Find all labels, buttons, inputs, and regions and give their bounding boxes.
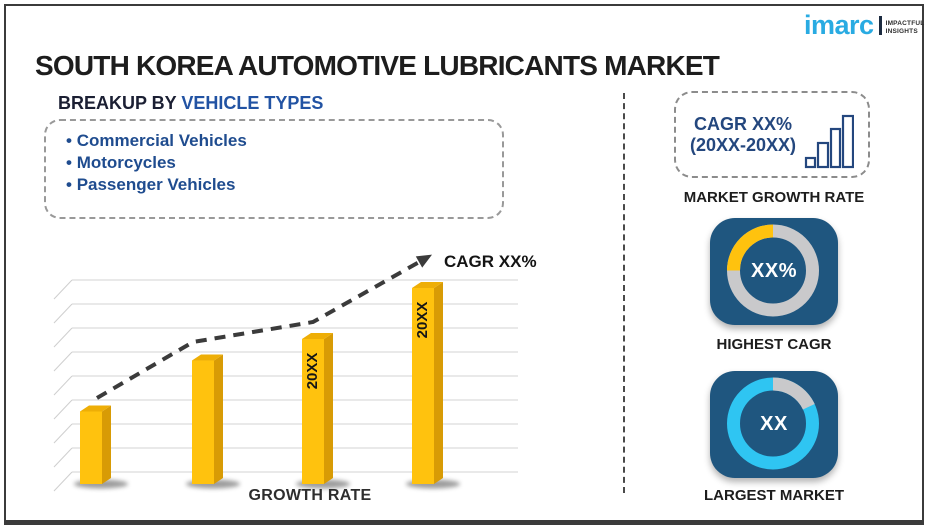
imarc-wordmark: imarc — [804, 10, 874, 40]
highest-cagr-value: XX% — [751, 260, 797, 282]
growth-bars-icon — [804, 114, 855, 168]
cagr-period-line1: CAGR XX% — [694, 113, 793, 134]
logo-tagline: IMPACTFUL INSIGHTS — [885, 20, 925, 35]
highest-cagr-donut — [727, 224, 819, 317]
cagr-period-text: CAGR XX% (20XX-20XX) — [690, 114, 796, 156]
vehicle-types-box: Commercial VehiclesMotorcyclesPassenger … — [44, 119, 504, 219]
imarc-logo: imarc IMPACTFUL INSIGHTS — [804, 10, 925, 40]
page-title: SOUTH KOREA AUTOMOTIVE LUBRICANTS MARKET — [35, 50, 720, 81]
breakup-highlight: VEHICLE TYPES — [181, 93, 324, 113]
cagr-period-line2: (20XX-20XX) — [690, 134, 797, 155]
cagr-trend-label: CAGR XX% — [444, 252, 537, 271]
breakup-header: BREAKUP BY VEHICLE TYPES — [58, 93, 323, 114]
largest-market-tile: XX — [710, 371, 838, 478]
logo-divider — [878, 16, 882, 35]
largest-market-label: LARGEST MARKET — [704, 487, 844, 504]
highest-cagr-tile: XX% — [710, 218, 838, 325]
breakup-prefix: BREAKUP BY — [58, 93, 182, 113]
vehicle-type-item: Passenger Vehicles — [66, 174, 502, 196]
growth-bar-chart: 20XX 20XX — [53, 254, 518, 492]
cagr-period-box: CAGR XX% (20XX-20XX) — [674, 91, 870, 178]
vehicle-type-list: Commercial VehiclesMotorcyclesPassenger … — [46, 130, 502, 196]
vehicle-type-item: Motorcycles — [66, 152, 502, 174]
panel-divider — [623, 93, 625, 493]
market-growth-rate-label: MARKET GROWTH RATE — [683, 189, 865, 206]
largest-market-donut — [727, 377, 819, 470]
growth-rate-axis-label: GROWTH RATE — [248, 487, 372, 504]
bar-year-label: 20XX — [414, 302, 431, 339]
largest-market-value: XX — [760, 413, 788, 435]
highest-cagr-label: HIGHEST CAGR — [716, 336, 832, 353]
bar-year-label: 20XX — [304, 353, 321, 390]
vehicle-type-item: Commercial Vehicles — [66, 130, 502, 152]
